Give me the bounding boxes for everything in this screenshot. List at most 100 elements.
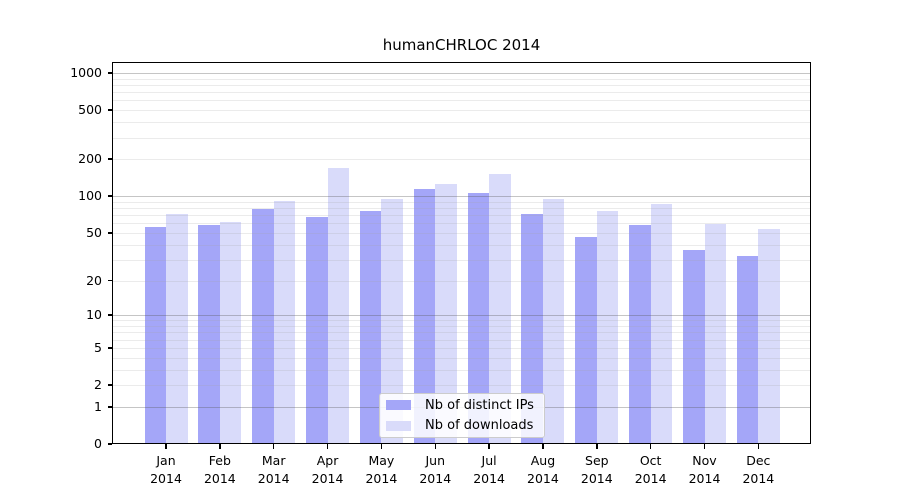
y-tick-label: 20 <box>86 272 102 288</box>
y-tick-mark <box>108 158 112 160</box>
x-tick-label: Jul 2014 <box>473 453 505 486</box>
gridline-minor <box>113 84 810 86</box>
x-tick-label: Jun 2014 <box>419 453 452 486</box>
x-tick-label: Feb 2014 <box>203 453 236 486</box>
x-tick-mark <box>326 443 329 449</box>
gridline-major <box>113 315 810 317</box>
gridline-minor <box>113 347 810 349</box>
y-tick-label: 1 <box>94 398 102 414</box>
x-tick-mark <box>219 443 221 449</box>
gridline-minor <box>113 259 810 261</box>
bar-distinct-ips <box>252 208 274 444</box>
gridline-minor <box>113 232 810 234</box>
x-tick-label: Jan 2014 <box>150 453 182 486</box>
bar-distinct-ips <box>198 225 220 444</box>
x-tick-mark <box>649 443 652 449</box>
gridline-minor <box>113 137 810 139</box>
bar-downloads <box>327 167 350 444</box>
x-tick-mark <box>380 443 383 449</box>
y-tick-label: 100 <box>78 188 102 204</box>
x-tick-label: Dec 2014 <box>742 453 775 486</box>
x-tick-label: Nov 2014 <box>688 453 721 486</box>
bar-distinct-ips <box>413 189 436 444</box>
bar-downloads <box>381 199 403 444</box>
y-tick-label: 0 <box>94 436 102 451</box>
bar-downloads <box>273 200 296 444</box>
y-tick-label: 500 <box>78 102 102 118</box>
legend-row-distinct-ips: Nb of distinct IPs <box>380 396 544 415</box>
bar-distinct-ips <box>467 193 490 444</box>
x-tick-mark <box>757 443 760 449</box>
bar-distinct-ips <box>306 216 328 444</box>
gridline-major <box>113 72 810 74</box>
y-tick-mark <box>108 443 112 445</box>
legend-swatch-downloads <box>386 420 411 432</box>
y-tick-mark <box>108 314 112 316</box>
x-tick-mark <box>434 443 436 449</box>
bar-downloads <box>650 204 673 444</box>
bar-downloads <box>219 221 242 444</box>
y-tick-label: 50 <box>86 224 102 240</box>
y-tick-mark <box>108 279 112 282</box>
y-tick-mark <box>108 232 112 234</box>
y-tick-label: 2 <box>94 377 102 392</box>
gridline-minor <box>113 223 810 225</box>
y-tick-mark <box>108 384 112 386</box>
x-tick-label: Sep 2014 <box>580 453 613 486</box>
x-tick-label: Mar 2014 <box>257 453 290 486</box>
y-tick-label: 5 <box>94 339 102 355</box>
bar-downloads <box>489 173 511 444</box>
bar-downloads <box>166 213 188 444</box>
y-tick-label: 1000 <box>70 64 102 80</box>
gridline-minor <box>113 201 810 203</box>
x-tick-mark <box>542 443 544 449</box>
chart-title: humanCHRLOC 2014 <box>382 36 541 54</box>
gridline-minor <box>113 332 810 334</box>
bar-distinct-ips <box>629 225 651 444</box>
gridline-minor <box>113 92 810 94</box>
gridline-minor <box>113 385 810 386</box>
bar-downloads <box>596 210 619 444</box>
x-tick-mark <box>703 443 706 449</box>
gridline-minor <box>113 244 810 246</box>
gridline-major <box>113 196 810 198</box>
bar-downloads <box>542 199 565 444</box>
x-tick-mark <box>272 443 275 449</box>
bar-distinct-ips <box>736 256 759 444</box>
gridline-minor <box>113 280 810 282</box>
x-tick-label: Aug 2014 <box>527 453 559 486</box>
gridline-minor <box>113 78 810 80</box>
gridline-minor <box>113 320 810 322</box>
gridline-minor <box>113 369 810 371</box>
gridline-minor <box>113 326 810 327</box>
y-tick-mark <box>108 109 112 111</box>
bar-distinct-ips <box>575 237 597 444</box>
legend-label-downloads: Nb of downloads <box>425 418 534 434</box>
bar-downloads <box>435 183 457 444</box>
y-tick-mark <box>108 406 112 408</box>
legend-row-downloads: Nb of downloads <box>380 416 544 435</box>
x-tick-mark <box>488 443 490 449</box>
gridline-minor <box>113 100 810 102</box>
x-tick-mark <box>165 443 167 449</box>
bar-distinct-ips <box>144 226 166 444</box>
legend-box: Nb of distinct IPs Nb of downloads <box>379 393 545 438</box>
gridline-minor <box>113 208 810 210</box>
gridline-minor <box>113 110 810 112</box>
legend-label-distinct-ips: Nb of distinct IPs <box>425 397 534 413</box>
bar-distinct-ips <box>521 214 543 444</box>
y-tick-label: 200 <box>78 151 102 167</box>
y-tick-label: 10 <box>86 307 102 323</box>
x-tick-label: May 2014 <box>365 453 398 486</box>
y-tick-mark <box>108 347 112 349</box>
gridline-minor <box>113 357 810 359</box>
y-tick-mark <box>108 72 112 74</box>
bar-downloads <box>704 224 726 444</box>
gridline-minor <box>113 215 810 217</box>
gridline-minor <box>113 122 810 124</box>
legend-swatch-distinct-ips <box>386 399 411 411</box>
bar-downloads <box>758 228 780 444</box>
gridline-minor <box>113 159 810 161</box>
y-tick-mark <box>108 195 112 197</box>
